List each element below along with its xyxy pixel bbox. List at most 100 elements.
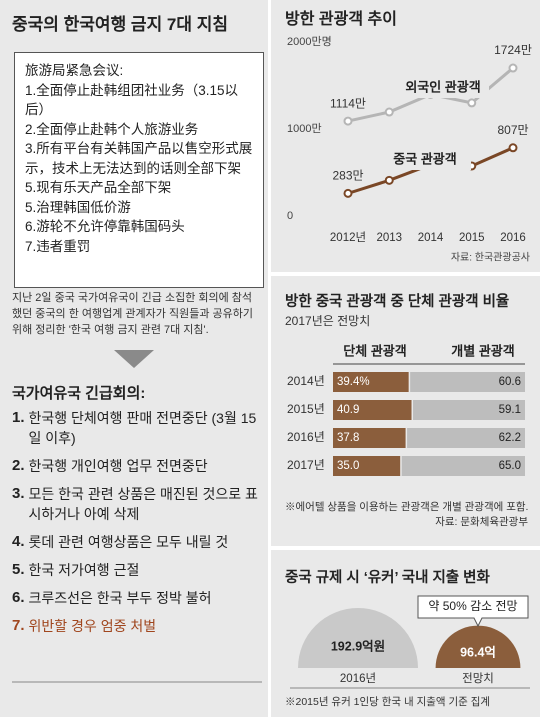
x-tick-label: 2012년: [330, 231, 366, 244]
item-text: 롯데 관련 여행상품은 모두 내릴 것: [28, 534, 229, 550]
legend-label: 단체 관광객: [343, 343, 406, 358]
bar: [333, 372, 409, 392]
value-label: 60.6: [499, 376, 521, 388]
series-label-bg: [379, 150, 471, 170]
arrow-down: [114, 350, 154, 368]
bar: [333, 428, 406, 448]
chart-title: 방한 중국 관광객 중 단체 관광객 비율: [285, 292, 509, 310]
annotation: 약 50% 감소 전망: [428, 598, 517, 613]
point: [343, 188, 353, 198]
item-text: 크루즈선은 한국 부두 정박 불허: [28, 590, 212, 606]
point: [384, 175, 394, 185]
value-label: 65.0: [499, 460, 521, 472]
value-label: 62.2: [499, 432, 521, 444]
list-item: 2. 한국행 개인여행 업무 전면중단: [12, 456, 262, 476]
legend-label: 개별 관광객: [451, 343, 514, 358]
x-tick-label: 2014: [418, 232, 444, 244]
y-tick-label: 2014년: [287, 374, 325, 388]
item-text: 한국행 개인여행 업무 전면중단: [28, 458, 208, 474]
point: [508, 63, 518, 73]
item-number: 1.: [12, 409, 25, 426]
value-label: 1114만: [330, 96, 366, 110]
x-tick-label: 2016년: [340, 672, 376, 685]
caption: 지난 2일 중국 국가여유국이 긴급 소집한 회의에 참석했던 중국의 한 여행…: [12, 292, 253, 336]
bar: [401, 456, 525, 476]
notice-box: 旅游局紧急会议: 1.全面停止赴韩组团社业务（3.15以后） 2.全面停止赴韩个人…: [14, 52, 264, 288]
box-item: 2.全面停止赴韩个人旅游业务: [25, 121, 199, 137]
section-divider: [271, 546, 540, 550]
list-item: 6. 크루즈선은 한국 부두 정박 불허: [12, 588, 262, 608]
point: [384, 107, 394, 117]
item-text: 모든 한국 관련 상품은 매진된 것으로 표시하거나 아예 삭제: [28, 486, 258, 522]
x-tick-label: 2013: [376, 232, 402, 244]
item-number: 4.: [12, 533, 25, 550]
box-heading: 旅游局紧急会议:: [25, 63, 124, 78]
chart-title: 중국 규제 시 ‘유커’ 국내 지출 변화: [285, 569, 491, 586]
point: [508, 143, 518, 153]
item-text: 한국행 단체여행 판매 전면중단 (3월 15일 이후): [28, 410, 257, 446]
value-label: 192.9억원: [331, 639, 385, 653]
list-heading: 국가여유국 긴급회의:: [12, 385, 146, 402]
y-tick-label: 0: [287, 210, 293, 222]
box-item: 7.违者重罚: [25, 238, 91, 254]
note: ※에어텔 상품을 이용하는 관광객은 개별 관광객에 포함.: [285, 501, 529, 513]
list-item: 3. 모든 한국 관련 상품은 매진된 것으로 표시하거나 아예 삭제: [12, 484, 262, 524]
value-label: 40.9: [337, 404, 359, 416]
chart-title: 방한 관광객 추이: [285, 9, 397, 28]
note: ※2015년 유커 1인당 한국 내 지출액 기준 집계: [285, 696, 490, 708]
value-label: 96.4억: [460, 645, 496, 659]
semicircle: [435, 625, 521, 668]
x-tick-label: 전망치: [462, 672, 494, 685]
column-divider: [268, 0, 271, 717]
bar: [333, 456, 401, 476]
source: 자료: 한국관광공사: [451, 252, 530, 264]
value-label: 39.4%: [337, 376, 370, 388]
source: 자료: 문화체육관광부: [435, 516, 528, 528]
y-tick-label: 2016년: [287, 430, 325, 444]
bar: [410, 372, 525, 392]
y-tick-label: 1000만: [287, 122, 322, 135]
value-label: 59.1: [499, 404, 521, 416]
box-item: 6.游轮不允许停靠韩国码头: [25, 219, 185, 234]
box-item: 5.现有乐天产品全部下架: [25, 180, 172, 195]
value-label: 283만: [332, 169, 363, 183]
series-label: 외국인 관광객: [405, 79, 480, 94]
value-label: 1724만: [494, 43, 532, 57]
point: [467, 98, 477, 108]
x-tick-label: 2016: [500, 232, 526, 244]
item-text: 위반할 경우 엄중 처벌: [28, 618, 157, 634]
title: 중국의 한국여행 금지 7대 지침: [12, 15, 229, 34]
bar: [413, 400, 525, 420]
list-item: 5. 한국 저가여행 근절: [12, 560, 262, 580]
series-label: 중국 관광객: [393, 151, 456, 166]
list: 1. 한국행 단체여행 판매 전면중단 (3월 15일 이후) 2. 한국행 개인여행…: [12, 408, 262, 644]
list-item: 7. 위반할 경우 엄중 처벌: [12, 616, 262, 636]
item-number: 5.: [12, 561, 25, 578]
bar: [333, 400, 412, 420]
item-text: 한국 저가여행 근절: [28, 562, 140, 578]
y-tick-label: 2015년: [287, 402, 325, 416]
list-item: 1. 한국행 단체여행 판매 전면중단 (3월 15일 이후): [12, 408, 262, 448]
y-tick-label: 2000만명: [287, 35, 332, 48]
item-number: 7.: [12, 617, 25, 634]
point: [343, 116, 353, 126]
y-tick-label: 2017년: [287, 458, 325, 472]
semicircle: [298, 608, 418, 668]
box-item: 1.全面停止赴韩组团社业务（3.15以后）: [25, 82, 239, 118]
item-number: 2.: [12, 457, 25, 474]
chart-subtitle: 2017년은 전망치: [285, 314, 370, 328]
callout-box: [417, 595, 529, 628]
value-label: 35.0: [337, 460, 359, 472]
bar: [407, 428, 525, 448]
item-number: 6.: [12, 589, 25, 606]
box-item: 5.治理韩国低价游: [25, 199, 131, 215]
box-item: 3.所有平台有关韩国产品以售空形式展示，技术上无法达到的话则全部下架: [25, 141, 253, 176]
value-label: 37.8: [337, 432, 359, 444]
x-tick-label: 2015: [459, 232, 485, 244]
value-label: 807만: [497, 123, 528, 137]
section-divider: [271, 272, 540, 276]
list-item: 4. 롯데 관련 여행상품은 모두 내릴 것: [12, 532, 262, 552]
item-number: 3.: [12, 485, 25, 502]
